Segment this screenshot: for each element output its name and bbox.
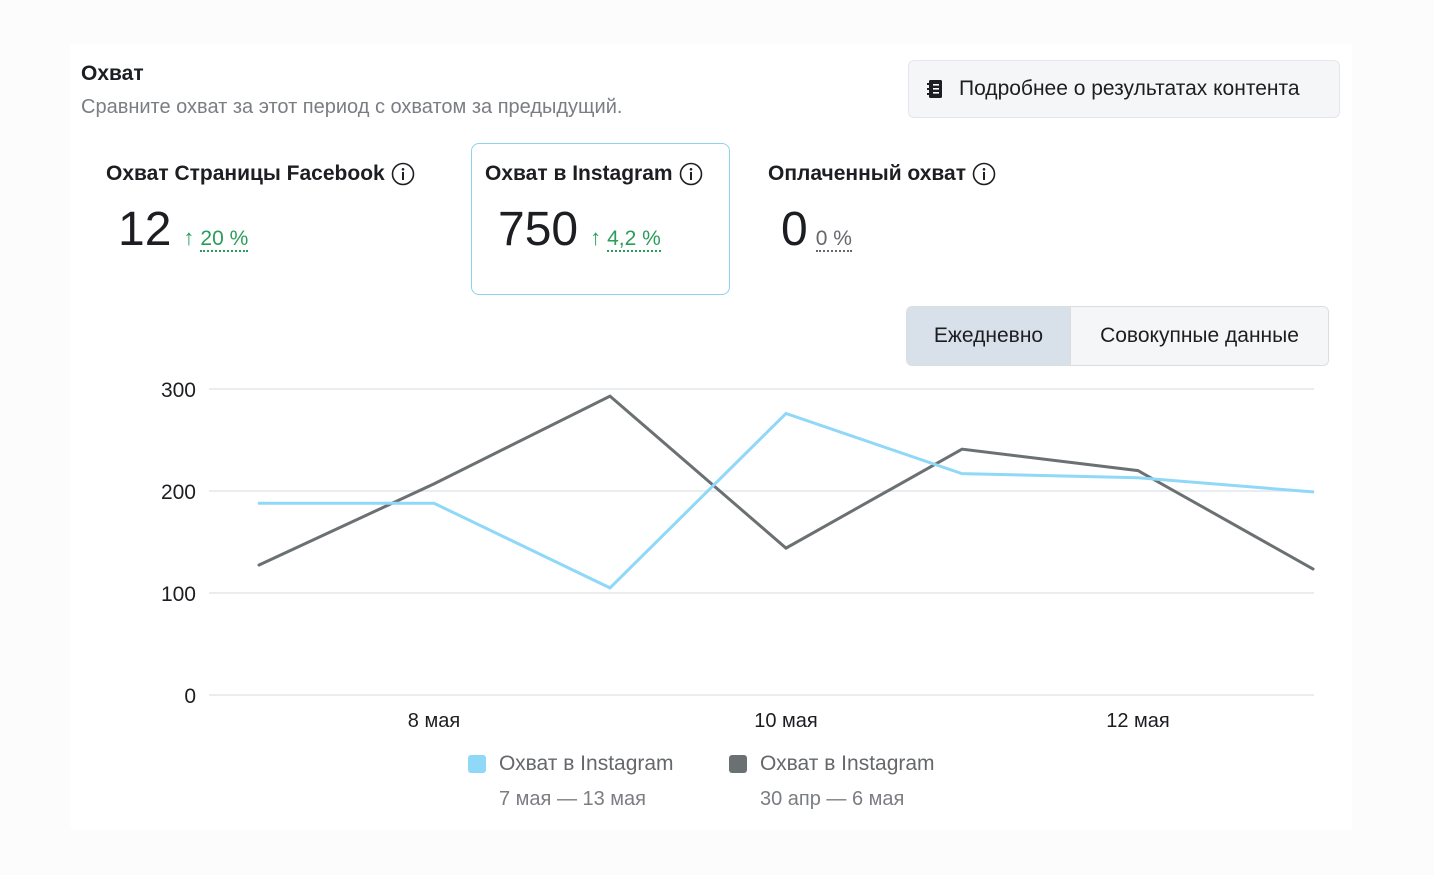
y-tick-label: 300	[161, 379, 196, 402]
data-point	[785, 547, 787, 549]
info-circle-icon[interactable]	[972, 162, 996, 186]
data-point	[433, 483, 435, 485]
metric-label: Охват в Instagram	[485, 162, 673, 185]
metric-label: Оплаченный охват	[768, 162, 967, 185]
toggle-cumulative-button[interactable]: Совокупные данные	[1070, 307, 1328, 365]
metric-value: 12	[118, 203, 172, 256]
metric-change[interactable]: 20 %	[200, 227, 249, 253]
data-point	[1313, 491, 1315, 493]
content-results-button-label: Подробнее о результатах контента	[959, 77, 1300, 100]
metric-change[interactable]: 0 %	[815, 227, 852, 253]
info-circle-icon[interactable]	[679, 162, 703, 186]
section-subtitle: Сравните охват за этот период с охватом …	[81, 96, 623, 118]
legend-item-current[interactable]: Охват в Instagram 7 мая — 13 мая	[468, 752, 674, 811]
data-point	[257, 502, 259, 504]
data-point	[609, 587, 611, 589]
series-line-previous	[257, 394, 1315, 571]
metric-paid-reach[interactable]: Оплаченный охват 0 0 %	[768, 162, 996, 254]
x-tick-label: 10 мая	[754, 710, 818, 732]
content-results-button[interactable]: Подробнее о результатах контента	[908, 60, 1340, 118]
legend-swatch	[468, 755, 486, 773]
data-point	[1137, 470, 1139, 472]
metric-change[interactable]: 4,2 %	[607, 227, 661, 253]
legend-series-name: Охват в Instagram	[760, 752, 935, 775]
section-title: Охват	[81, 62, 144, 85]
legend-date-range: 30 апр — 6 мая	[760, 788, 905, 810]
metric-instagram-reach[interactable]: Охват в Instagram 750 ↑ 4,2 %	[471, 143, 730, 295]
legend-series-name: Охват в Instagram	[499, 752, 674, 775]
info-circle-icon[interactable]	[391, 162, 415, 186]
series-line-current	[258, 411, 1315, 590]
x-tick-label: 12 мая	[1106, 710, 1170, 732]
metric-facebook-reach[interactable]: Охват Страницы Facebook 12 ↑ 20 %	[106, 162, 415, 254]
y-tick-label: 100	[161, 583, 196, 606]
data-point	[609, 395, 611, 397]
legend-item-previous[interactable]: Охват в Instagram 30 апр — 6 мая	[729, 752, 935, 811]
trend-up-arrow: ↑	[590, 225, 602, 250]
toggle-daily-button[interactable]: Ежедневно	[907, 307, 1070, 365]
data-point	[785, 412, 787, 414]
metric-value: 750	[498, 203, 579, 256]
notebook-icon	[927, 80, 943, 98]
metric-label: Охват Страницы Facebook	[106, 162, 385, 185]
data-point	[1313, 569, 1315, 571]
y-tick-label: 200	[161, 481, 196, 504]
x-tick-label: 8 мая	[408, 710, 460, 732]
legend-swatch	[729, 755, 747, 773]
reach-card	[70, 44, 1352, 830]
data-point	[961, 473, 963, 475]
data-point	[1137, 477, 1139, 479]
data-point	[961, 448, 963, 450]
metric-value: 0	[781, 203, 808, 256]
period-toggle: Ежедневно Совокупные данные	[906, 306, 1329, 366]
trend-up-arrow: ↑	[183, 225, 195, 250]
data-point	[257, 564, 259, 566]
data-point	[433, 502, 435, 504]
legend-date-range: 7 мая — 13 мая	[499, 788, 647, 810]
y-tick-label: 0	[184, 685, 196, 708]
